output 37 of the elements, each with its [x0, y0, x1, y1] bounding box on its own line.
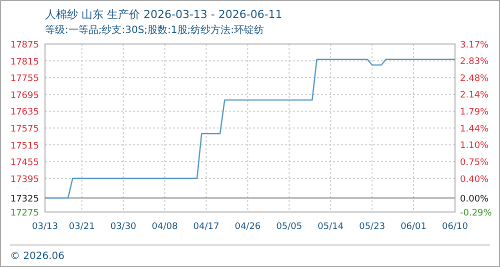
- x-tick-label: 05/14: [318, 222, 344, 232]
- y2-tick-label: -0.29%: [460, 208, 492, 218]
- y2-tick-label: 0.00%: [460, 194, 490, 204]
- y-tick-label: 17815: [10, 57, 39, 68]
- y-tick-label: 17275: [10, 208, 39, 218]
- y-tick-label: 17875: [10, 40, 39, 50]
- x-tick-label: 06/10: [442, 222, 468, 232]
- y2-tick-label: 2.48%: [460, 74, 490, 84]
- x-tick-label: 04/17: [193, 222, 220, 232]
- chart-subtitle: 等级:一等品;纱支:30S;股数:1股;纺纱方法:环锭纺: [45, 24, 264, 36]
- x-tick-label: 03/30: [110, 222, 137, 232]
- y2-tick-label: 0.40%: [460, 174, 490, 185]
- y-tick-label: 17395: [10, 174, 39, 185]
- x-tick-label: 05/23: [359, 222, 386, 232]
- y-tick-label: 17695: [10, 90, 39, 101]
- chart-title: 人棉纱 山东 生产价 2026-03-13 - 2026-06-11: [45, 8, 282, 21]
- x-tick-label: 03/13: [32, 222, 58, 232]
- line-series: [44, 58, 456, 199]
- x-tick-label: 04/08: [152, 222, 178, 232]
- x-tick-label: 06/01: [400, 222, 427, 232]
- y-tick-label: 17755: [10, 74, 39, 84]
- y2-tick-label: 2.14%: [460, 90, 490, 101]
- y2-tick-label: 0.75%: [460, 158, 490, 168]
- y-tick-label: 17575: [10, 124, 39, 134]
- y-tick-label: 17325: [10, 194, 39, 204]
- y-tick-label: 17455: [10, 158, 39, 168]
- x-tick-label: 03/21: [68, 222, 95, 232]
- y2-tick-label: 2.83%: [460, 57, 490, 68]
- y-tick-label: 17635: [10, 108, 39, 118]
- y2-tick-label: 3.17%: [460, 40, 490, 50]
- y-tick-label: 17515: [10, 141, 39, 152]
- y2-tick-label: 1.79%: [460, 108, 490, 118]
- x-tick-label: 05/05: [276, 222, 302, 232]
- y2-tick-label: 1.44%: [460, 124, 490, 134]
- x-tick-label: 04/26: [234, 222, 261, 232]
- y2-tick-label: 1.10%: [460, 141, 490, 152]
- text: © 2026.06: [10, 251, 65, 262]
